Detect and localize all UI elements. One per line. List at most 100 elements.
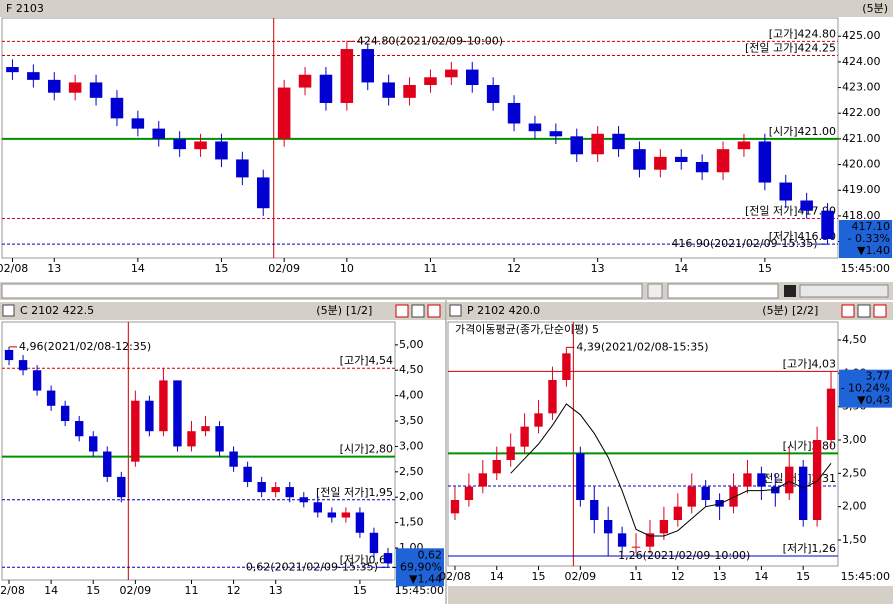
candle-body: [327, 512, 337, 518]
panel-period: (5분): [762, 304, 788, 317]
indicator-name: 가격이동평균(종가,단순이평) 5: [455, 323, 599, 336]
y-tick-label: 425.00: [842, 29, 881, 42]
candle-body: [716, 149, 730, 173]
candle-body: [194, 141, 207, 150]
x-tick-label: 13: [269, 584, 283, 597]
x-tick-label: 14: [44, 584, 58, 597]
candle-body: [771, 486, 780, 494]
panel-title: C 2102 422.5: [20, 304, 94, 317]
y-tick-label: 2,00: [842, 500, 867, 513]
settings-button[interactable]: [841, 304, 855, 318]
candle-body: [319, 74, 333, 103]
candle-body: [701, 486, 710, 500]
price-box-label: - 69,90%: [393, 560, 442, 573]
candle-body: [528, 123, 542, 132]
panel-title: F 2103: [6, 2, 44, 15]
close-button[interactable]: [873, 304, 887, 318]
candle-body: [32, 370, 42, 391]
candle-body: [215, 426, 224, 452]
scroll-left[interactable]: [647, 283, 663, 299]
max-button[interactable]: [857, 304, 871, 318]
candle-body: [450, 500, 460, 514]
candle-body: [604, 520, 613, 534]
level-label: [전일 저가]1,95: [316, 485, 393, 499]
candle-body: [229, 451, 238, 467]
x-tick-label: 15: [532, 570, 546, 583]
candle-body: [256, 177, 270, 209]
x-tick-label: 02/08: [0, 262, 28, 275]
panel-title: P 2102 420.0: [467, 304, 540, 317]
max-button[interactable]: [411, 304, 425, 318]
zoom-slider[interactable]: [667, 283, 779, 299]
candle-body: [659, 520, 669, 534]
candle-body: [464, 486, 474, 500]
candle-body: [591, 133, 604, 155]
checkbox[interactable]: [449, 304, 462, 317]
candle-body: [821, 210, 834, 240]
y-tick-label: 3,50: [399, 414, 424, 427]
candle-body: [215, 141, 228, 160]
candle-body: [534, 413, 543, 427]
candle-body: [173, 380, 182, 447]
candle-body: [520, 426, 529, 447]
candle-body: [341, 512, 351, 518]
candle-body: [152, 128, 166, 139]
price-box-label: ▼1.40: [857, 244, 890, 257]
level-label: [전일 저가]2,31: [759, 471, 836, 485]
candle-body: [654, 156, 667, 170]
x-tick-label: 15: [353, 584, 367, 597]
stop-button[interactable]: [784, 285, 796, 297]
candle-body: [46, 390, 56, 406]
candle-body: [236, 159, 249, 178]
y-tick-label: 5,00: [399, 338, 424, 351]
candle-body: [673, 506, 682, 520]
x-end-label: 15:45:00: [395, 584, 444, 597]
candle-body: [47, 79, 61, 93]
y-tick-label: 420.00: [842, 158, 881, 171]
x-tick-label: 15: [758, 262, 772, 275]
candle-body: [6, 67, 19, 73]
level-label: [고가]4,03: [783, 357, 836, 370]
price-box-label: ▼1,44: [409, 572, 442, 585]
candle-body: [89, 82, 103, 98]
candle-body: [68, 82, 82, 93]
zoom-tools[interactable]: [799, 284, 889, 298]
y-tick-label: 419.00: [842, 183, 881, 196]
candle-body: [570, 136, 584, 155]
y-tick-label: 424.00: [842, 55, 881, 68]
title-bar: [447, 302, 893, 320]
candle-body: [285, 487, 294, 498]
candle-body: [89, 436, 98, 452]
y-tick-label: 1,50: [399, 516, 424, 529]
candle-body: [271, 487, 280, 493]
candle-body: [617, 533, 627, 547]
x-tick-label: 02/09: [564, 570, 596, 583]
price-box: [396, 548, 444, 587]
annotation: 0,62(2021/02/09-15:35): [246, 560, 378, 573]
candle-body: [800, 200, 813, 211]
candle-body: [758, 141, 772, 183]
price-box-label: - 0.33%: [848, 232, 890, 245]
checkbox[interactable]: [2, 304, 15, 317]
price-box: [839, 220, 892, 259]
price-box: [839, 369, 892, 408]
x-end-label: 15:45:00: [841, 570, 890, 583]
close-button[interactable]: [427, 304, 441, 318]
candle-body: [695, 162, 709, 173]
price-box-label: 0,62: [418, 548, 443, 561]
candle-body: [369, 532, 379, 554]
title-bar: [0, 0, 893, 17]
candle-body: [779, 182, 793, 201]
candle-body: [340, 49, 354, 103]
y-tick-label: 423.00: [842, 81, 881, 94]
candle-body: [299, 497, 308, 503]
candle-body: [131, 118, 145, 129]
moving-average: [510, 403, 832, 537]
x-tick-label: 12: [507, 262, 521, 275]
candle-body: [424, 77, 437, 85]
y-tick-label: 4,50: [842, 333, 867, 346]
panel-page: [2/2]: [792, 304, 818, 317]
scroll-track[interactable]: [1, 283, 643, 299]
settings-button[interactable]: [395, 304, 409, 318]
x-tick-label: 11: [184, 584, 198, 597]
